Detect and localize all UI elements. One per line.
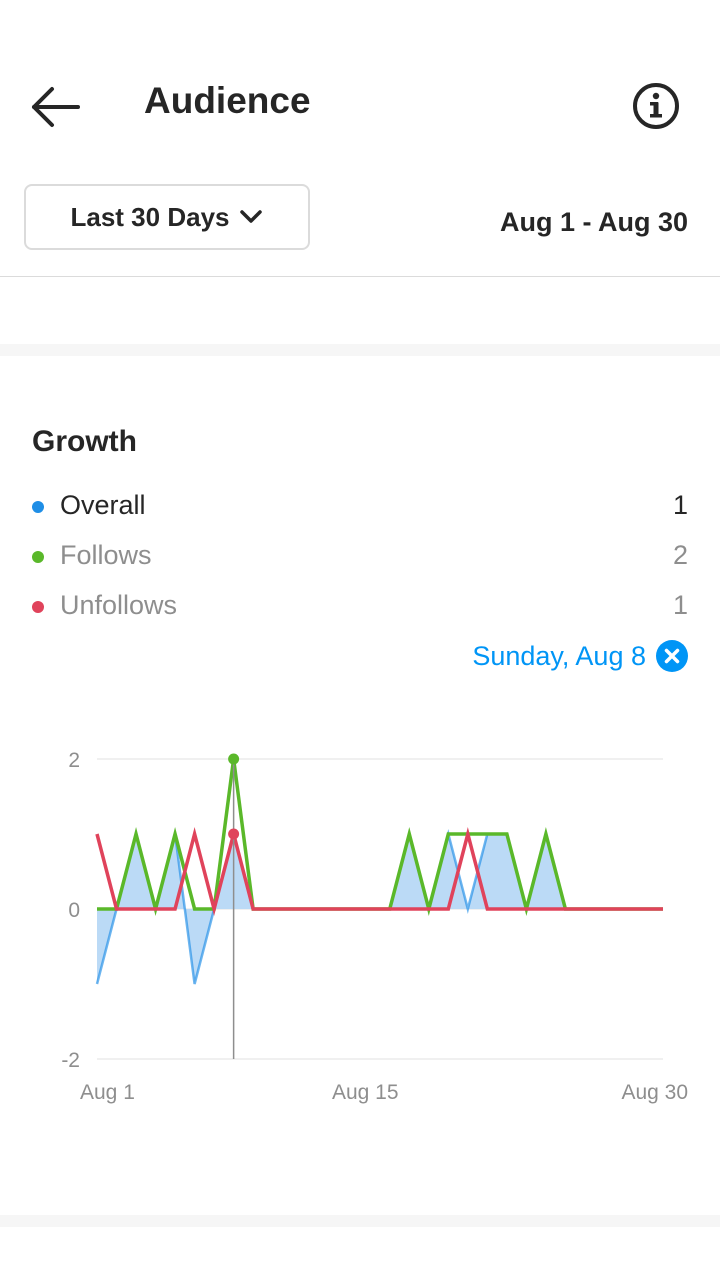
- legend-value-overall: 1: [672, 490, 688, 520]
- point-follows: [228, 753, 240, 765]
- back-button[interactable]: [28, 82, 84, 132]
- section-separator: [0, 344, 720, 356]
- selected-day-label: Sunday, Aug 8: [472, 640, 646, 671]
- legend-item-overall: Overall 1: [32, 487, 688, 527]
- date-range-dropdown[interactable]: Last 30 Days: [24, 184, 310, 250]
- y-tick-label: 2: [68, 749, 80, 772]
- date-range-text: Aug 1 - Aug 30: [499, 207, 688, 237]
- back-arrow-icon: [32, 87, 80, 127]
- x-tick-label: Aug 15: [332, 1081, 399, 1104]
- y-tick-label: -2: [61, 1049, 80, 1072]
- growth-title: Growth: [32, 425, 137, 458]
- legend-value-unfollows: 1: [672, 590, 688, 620]
- legend-label-follows: Follows: [60, 540, 152, 570]
- date-range-label: Last 30 Days: [70, 201, 230, 232]
- legend-dot-overall: [32, 501, 44, 513]
- legend-label-unfollows: Unfollows: [60, 590, 178, 620]
- y-tick-label: 0: [68, 899, 80, 922]
- legend-dot-unfollows: [32, 601, 44, 613]
- x-tick-label: Aug 1: [80, 1081, 135, 1104]
- series-area-overall: [97, 834, 663, 984]
- legend-value-follows: 2: [672, 540, 688, 570]
- section-separator-bottom: [0, 1215, 720, 1227]
- point-unfollows: [228, 828, 240, 840]
- close-circle-icon[interactable]: [656, 640, 688, 672]
- app-header: Audience: [0, 0, 720, 170]
- legend-item-unfollows: Unfollows 1: [32, 587, 688, 627]
- page-title: Audience: [144, 80, 311, 121]
- info-icon: [633, 83, 679, 129]
- selected-day-chip: Sunday, Aug 8: [472, 640, 688, 672]
- series-line-unfollows: [95, 827, 663, 916]
- legend-label-overall: Overall: [60, 490, 146, 520]
- info-button[interactable]: [630, 80, 682, 132]
- legend-item-follows: Follows 2: [32, 537, 688, 577]
- x-tick-label: Aug 30: [621, 1081, 688, 1104]
- legend-dot-follows: [32, 551, 44, 563]
- header-divider: [0, 276, 720, 277]
- chevron-down-icon: [240, 210, 263, 223]
